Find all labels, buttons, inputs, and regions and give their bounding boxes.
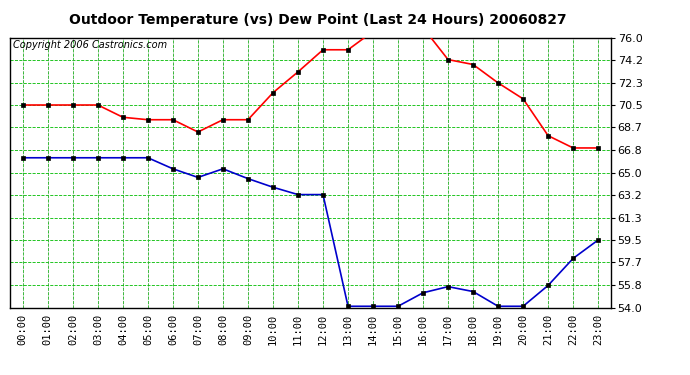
Text: Copyright 2006 Castronics.com: Copyright 2006 Castronics.com <box>13 40 168 50</box>
Text: Outdoor Temperature (vs) Dew Point (Last 24 Hours) 20060827: Outdoor Temperature (vs) Dew Point (Last… <box>68 13 566 27</box>
